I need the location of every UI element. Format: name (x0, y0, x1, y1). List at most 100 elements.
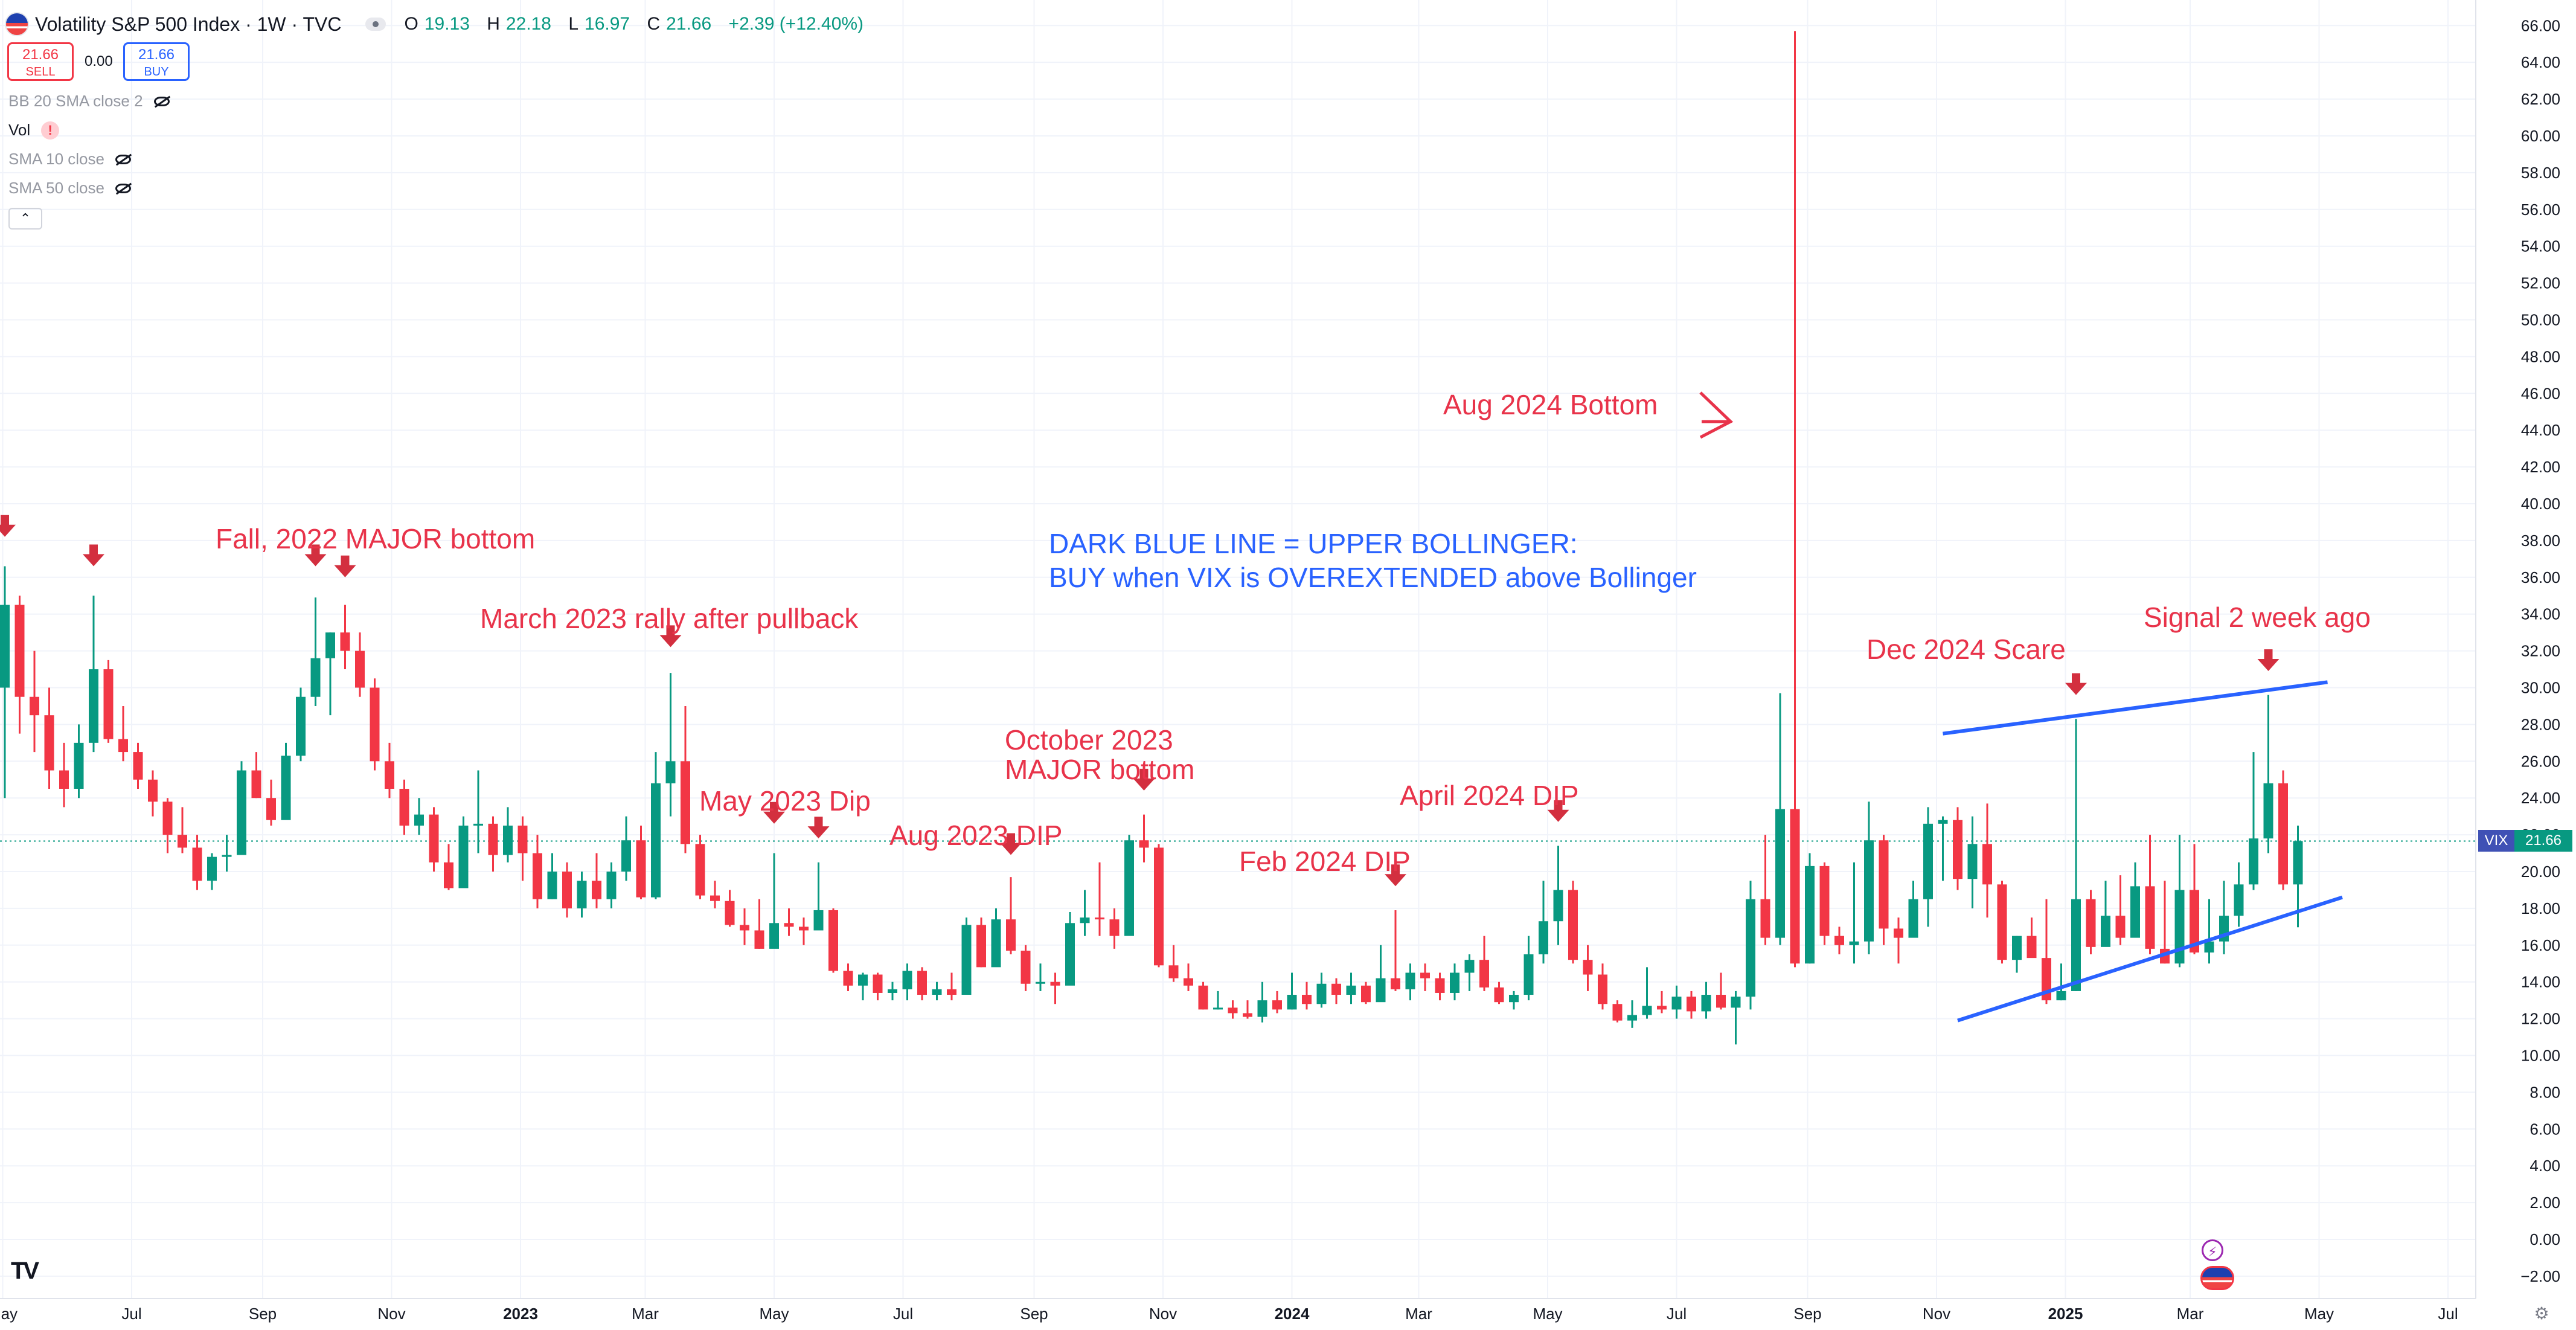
candle (754, 899, 764, 949)
candle (932, 981, 942, 1001)
high-label: H (487, 14, 500, 34)
candle (2071, 719, 2081, 991)
candle (133, 742, 143, 789)
candle (1124, 835, 1134, 936)
eye-off-icon[interactable] (115, 154, 131, 164)
gear-icon[interactable]: ⚙ (2534, 1304, 2549, 1323)
market-status-icon[interactable] (365, 18, 386, 31)
candle (533, 835, 542, 908)
lightning-icon[interactable]: ⚡ (2202, 1239, 2223, 1261)
y-tick-label: 56.00 (2521, 201, 2560, 219)
candle-body (2204, 941, 2214, 953)
candle-body (266, 798, 276, 820)
candle-body (1154, 847, 1164, 966)
y-tick-label: 66.00 (2521, 16, 2560, 34)
candle (1450, 963, 1459, 1001)
y-tick-label: 54.00 (2521, 237, 2560, 255)
candle (577, 872, 587, 918)
symbol-title[interactable]: Volatility S&P 500 Index · 1W · TVC (35, 13, 342, 35)
tradingview-logo[interactable]: TV (11, 1258, 39, 1284)
candle-body (1213, 1007, 1223, 1010)
candle (148, 770, 158, 817)
candle-body (2101, 916, 2110, 947)
candle (1760, 835, 1770, 945)
eye-off-icon[interactable] (153, 96, 170, 106)
candle-body (1080, 917, 1090, 924)
candle-body (488, 823, 498, 855)
indicator-sma50[interactable]: SMA 50 close (8, 179, 131, 198)
us-flag-icon[interactable] (2200, 1266, 2234, 1290)
x-tick-label: 2023 (503, 1305, 538, 1323)
down-arrow-icon (83, 544, 104, 567)
candle-body (1361, 985, 1371, 1003)
candle-body (1657, 1006, 1667, 1010)
indicator-label: Vol (8, 121, 31, 139)
candle-body (1168, 965, 1179, 978)
candle (1775, 693, 1785, 945)
annotation-text: October 2023 (1005, 724, 1173, 756)
candle-body (1671, 997, 1682, 1010)
candle (1302, 981, 1312, 1010)
y-tick-label: 4.00 (2530, 1157, 2560, 1175)
x-tick-label: Mar (1405, 1305, 1432, 1323)
indicator-sma10[interactable]: SMA 10 close (8, 150, 131, 169)
candle (740, 908, 749, 945)
warning-icon[interactable]: ! (41, 121, 60, 140)
candle-body (1583, 960, 1593, 975)
x-tick-label: 2024 (1275, 1305, 1310, 1323)
indicator-vol[interactable]: Vol ! (8, 121, 60, 140)
candle-body (1539, 921, 1548, 955)
candle-body (606, 872, 617, 899)
x-tick-label: Sep (249, 1305, 277, 1323)
candle-body (310, 658, 321, 697)
candle (606, 862, 617, 908)
candle (473, 770, 483, 853)
candle (192, 835, 202, 890)
candle (917, 967, 927, 1001)
candle-body (1139, 840, 1149, 848)
sell-button[interactable]: 21.66 SELL (7, 42, 74, 81)
candle (207, 853, 217, 890)
candle-body (355, 651, 365, 688)
candle (976, 917, 986, 968)
candle-body (740, 925, 749, 931)
chevron-up-icon[interactable]: ⌃ (8, 208, 42, 230)
candle (2190, 844, 2199, 955)
x-tick-label: Sep (1020, 1305, 1048, 1323)
x-tick-label: Jul (893, 1305, 913, 1323)
high-value: 22.18 (505, 14, 551, 34)
y-tick-label: 14.00 (2521, 973, 2560, 991)
candle (1627, 1000, 1637, 1028)
candle-body (1982, 844, 1992, 885)
annotation-text: March 2023 rally after pullback (480, 603, 859, 634)
candle-body (1184, 978, 1193, 986)
candle (592, 853, 601, 908)
candle (961, 917, 972, 995)
indicator-bb[interactable]: BB 20 SMA close 2 (8, 92, 170, 111)
y-tick-label: 36.00 (2521, 568, 2560, 586)
down-arrow-icon (1385, 864, 1406, 887)
candle-body (1731, 997, 1741, 1008)
buy-button[interactable]: 21.66 BUY (123, 42, 190, 81)
candle-body (1849, 941, 1859, 945)
candle-body (592, 881, 601, 899)
candle (2219, 881, 2229, 955)
candle-body (1302, 995, 1312, 1004)
spread-value: 0.00 (85, 53, 113, 69)
candle-body (2278, 783, 2288, 885)
candle (784, 908, 794, 936)
candle (2042, 899, 2051, 1004)
candle-body (858, 974, 868, 986)
candle-body (621, 840, 631, 872)
eye-off-icon[interactable] (115, 183, 131, 193)
candle-body (2027, 936, 2037, 959)
candle (1509, 991, 1519, 1010)
candle (2174, 835, 2185, 968)
candle-body (1420, 972, 1430, 978)
y-tick-label: 20.00 (2521, 863, 2560, 881)
candle-body (222, 855, 232, 857)
candle-body (1124, 840, 1134, 936)
candle (2086, 890, 2096, 955)
candle-body (370, 687, 380, 762)
